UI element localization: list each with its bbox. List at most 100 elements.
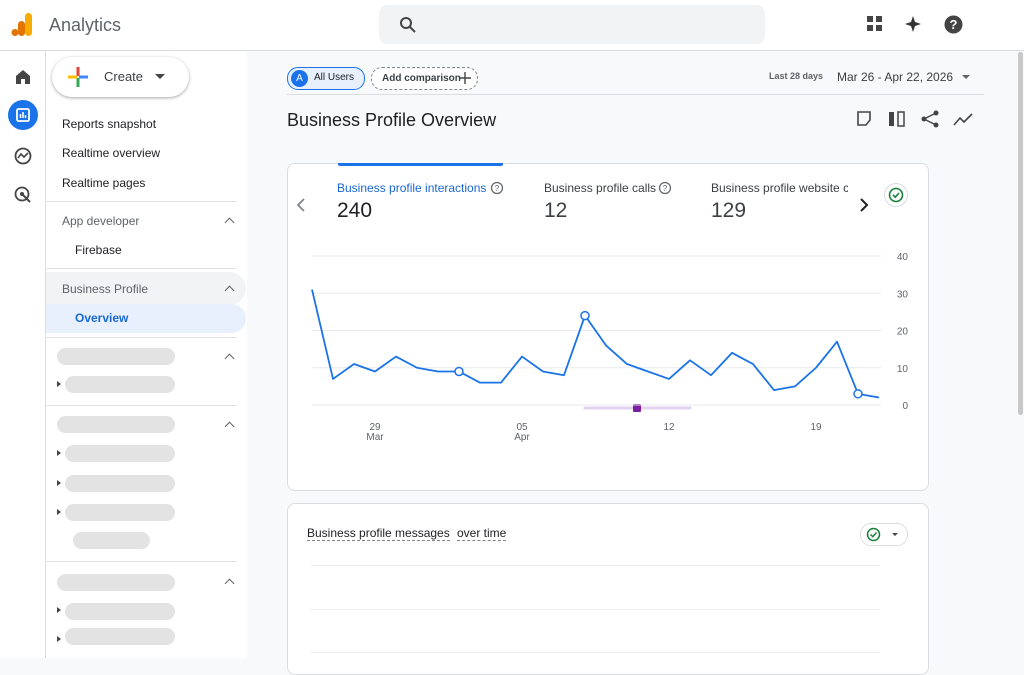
metric-label[interactable]: Business profile website c — [711, 181, 848, 195]
data-line — [311, 289, 880, 399]
divider — [46, 201, 236, 202]
nav-item[interactable]: Reports snapshot — [62, 117, 157, 131]
divider — [46, 405, 236, 406]
top-bar: Analytics ? — [0, 0, 1024, 51]
expand-icon — [57, 450, 61, 456]
share-icon[interactable] — [921, 110, 939, 128]
x-tick-label: 29 — [369, 422, 381, 433]
card-title-suffix[interactable]: over time — [457, 526, 507, 541]
app-name: Analytics — [49, 15, 122, 35]
status-check[interactable] — [884, 183, 908, 207]
help-icon[interactable]: ? — [658, 181, 672, 195]
skeleton — [73, 532, 150, 549]
section-highlight — [46, 272, 246, 305]
explore-icon[interactable] — [14, 147, 32, 165]
dropdown-caret — [155, 74, 165, 79]
skeleton — [57, 348, 175, 365]
y-tick-label: 20 — [897, 327, 909, 338]
create-button[interactable]: Create — [52, 57, 189, 97]
grid-line — [311, 652, 880, 653]
nav-item-selected[interactable]: Overview — [75, 311, 129, 325]
date-range[interactable]: Mar 26 - Apr 22, 2026 — [837, 70, 954, 84]
svg-text:?: ? — [663, 184, 668, 193]
dropdown-caret[interactable] — [962, 75, 970, 80]
svg-text:?: ? — [950, 17, 958, 32]
x-tick-label: 19 — [810, 422, 822, 433]
tab-indicator — [338, 163, 503, 166]
expand-icon — [57, 381, 61, 387]
nav-section[interactable]: App developer — [62, 214, 140, 228]
page-actions — [857, 110, 973, 128]
y-tick-label: 10 — [897, 364, 909, 375]
prev-arrow[interactable] — [295, 197, 307, 213]
x-tick-month: Apr — [514, 432, 530, 443]
segment-label: All Users — [314, 72, 355, 83]
nav-item[interactable]: Realtime overview — [62, 146, 161, 160]
data-point — [580, 310, 590, 321]
svg-text:?: ? — [495, 184, 500, 193]
edit-icon[interactable] — [857, 111, 871, 126]
plus-icon — [459, 72, 471, 84]
metric-value: 129 — [711, 199, 747, 222]
card-title[interactable]: Business profile messages — [307, 526, 450, 541]
y-tick-label: 40 — [897, 252, 909, 263]
apps-icon[interactable] — [867, 16, 883, 32]
grid-line — [311, 609, 880, 610]
search-box[interactable] — [379, 5, 765, 44]
slider-handle[interactable] — [633, 404, 641, 412]
divider — [46, 268, 236, 269]
y-tick-label: 30 — [897, 289, 909, 300]
expand-icon — [57, 607, 61, 613]
plus-icon — [68, 67, 88, 87]
metric-card — [287, 163, 929, 491]
data-point — [454, 366, 464, 377]
metric-value: 240 — [337, 199, 373, 222]
skeleton — [65, 628, 175, 645]
logo[interactable] — [11, 12, 35, 38]
nav-item[interactable]: Realtime pages — [62, 176, 146, 190]
help-icon[interactable]: ? — [944, 15, 963, 34]
help-icon[interactable]: ? — [490, 181, 504, 195]
x-tick-month: Mar — [366, 432, 384, 443]
advertising-icon[interactable] — [14, 186, 32, 204]
next-arrow[interactable] — [858, 197, 870, 213]
nav-section[interactable]: Business Profile — [62, 282, 149, 296]
skeleton — [65, 445, 175, 462]
insights-icon[interactable] — [953, 113, 973, 126]
scrollbar[interactable] — [1018, 52, 1023, 415]
expand-icon — [57, 636, 61, 642]
add-comparison-label: Add comparison — [382, 73, 461, 84]
metric-label[interactable]: Business profile calls — [544, 181, 657, 195]
nav-item[interactable]: Firebase — [75, 243, 122, 257]
reports-icon[interactable] — [8, 100, 38, 130]
create-label: Create — [104, 69, 144, 84]
divider — [287, 94, 984, 95]
selected-highlight — [46, 304, 246, 333]
messages-card: Business profile messages over time — [287, 503, 929, 675]
add-comparison[interactable]: Add comparison — [371, 67, 478, 90]
skeleton — [57, 416, 175, 433]
spark-icon[interactable] — [904, 14, 924, 34]
compare-icon[interactable] — [889, 111, 905, 127]
skeleton — [57, 574, 175, 591]
segment-avatar: A — [291, 70, 308, 87]
x-tick-label: 05 — [516, 422, 528, 433]
skeleton — [65, 504, 175, 521]
skeleton — [65, 603, 175, 620]
page-title: Business Profile Overview — [287, 110, 497, 130]
segment-chip[interactable]: A All Users — [287, 67, 365, 90]
skeleton — [65, 376, 175, 393]
data-point — [853, 389, 863, 399]
range-label: Last 28 days — [769, 71, 824, 81]
grid-line — [311, 565, 880, 566]
y-tick-label: 0 — [902, 401, 908, 412]
icon-rail — [0, 51, 46, 658]
home-icon[interactable] — [14, 68, 32, 85]
status-dropdown[interactable] — [860, 523, 908, 546]
skeleton — [65, 475, 175, 492]
status-check — [866, 527, 898, 542]
search-icon — [400, 17, 416, 33]
metric-label[interactable]: Business profile interactions — [337, 181, 487, 195]
